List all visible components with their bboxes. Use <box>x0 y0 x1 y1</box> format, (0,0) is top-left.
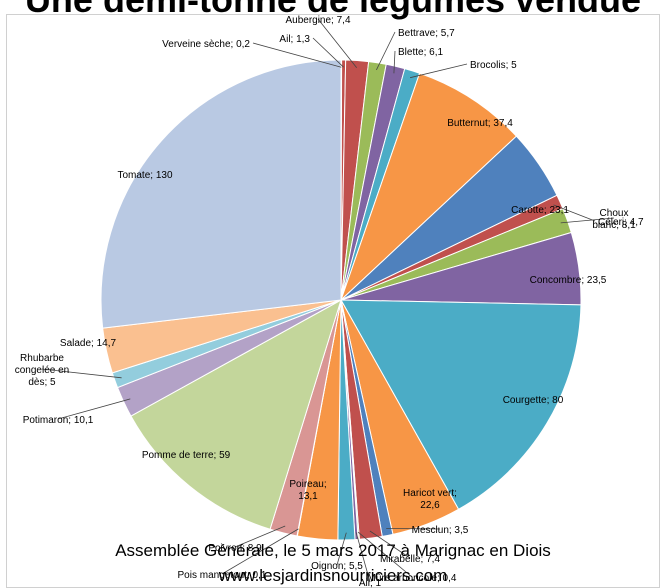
slice-label-0: Verveine sèche; 0,2 <box>162 39 250 50</box>
leader-line-2 <box>317 18 358 68</box>
leader-line-0 <box>252 42 342 68</box>
slice-label-19: Pois mangetout; 0,1 <box>178 570 267 581</box>
pie-slices <box>100 59 582 541</box>
slice-label-22: Potimaron; 10,1 <box>23 415 94 426</box>
slice-label-16: Ail; 1 <box>359 578 382 588</box>
slice-label-6: Butternut; 37,4 <box>447 118 513 129</box>
leader-line-4 <box>393 50 396 74</box>
slice-label-8: Céleri; 4,7 <box>598 217 644 228</box>
slice-label-9: Choux blanc; 8,1 <box>592 208 636 231</box>
slice-label-18: Poireau; 13,1 <box>289 479 326 502</box>
leader-line-13 <box>386 528 441 530</box>
slice-label-4: Blette; 6,1 <box>398 47 443 58</box>
slice-label-20: Poivron; 8,9 <box>208 543 262 554</box>
page-title: Une demi-tonne de légumes vendue <box>0 0 666 20</box>
leader-lines <box>41 18 615 583</box>
slice-label-15: Mûre arboricole; 0,4 <box>368 573 457 584</box>
leader-line-5 <box>410 63 468 79</box>
slice-label-1: Ail; 1,3 <box>279 34 310 45</box>
slice-label-23: Rhubarbe congelée en dès; 5 <box>15 353 70 388</box>
leader-line-20 <box>234 525 286 548</box>
slice-label-25: Tomate; 130 <box>117 170 172 181</box>
leader-line-22 <box>57 398 131 420</box>
leader-line-19 <box>221 528 299 575</box>
leader-line-17 <box>336 532 347 566</box>
leader-line-16 <box>355 532 371 583</box>
leader-line-14 <box>369 530 411 559</box>
slice-label-24: Salade; 14,7 <box>60 338 117 349</box>
slice-label-10: Concombre; 23,5 <box>530 275 607 286</box>
slice-label-21: Pomme de terre; 59 <box>142 450 231 461</box>
slice-label-11: Courgette; 80 <box>503 395 564 406</box>
pie-slice-21 <box>130 298 342 530</box>
slice-label-14: Mirabelle; 7,4 <box>380 554 440 565</box>
slice-labels: Verveine sèche; 0,2 Ail; 1,3 Aubergine; 7,… <box>15 15 644 588</box>
slice-label-17: Oignon; 5,5 <box>311 561 363 572</box>
pie-slice-11 <box>340 299 582 510</box>
leader-line-1 <box>312 37 344 68</box>
leader-line-23 <box>41 368 122 379</box>
footer-event-line: Assemblée Générale, le 5 mars 2017 à Mar… <box>115 541 551 560</box>
leader-line-15 <box>357 531 413 578</box>
slice-label-12: Haricot vert; 22,6 <box>403 488 457 511</box>
footer-website-line: www.lesjardinsnourriciers.com <box>218 566 448 585</box>
leader-line-8 <box>553 204 596 222</box>
slice-label-7: Carotte; 23,1 <box>511 205 569 216</box>
leader-line-3 <box>376 31 396 71</box>
pie-slice-25 <box>100 59 342 329</box>
slice-label-13: Mesclun; 3,5 <box>412 525 469 536</box>
slice-label-2: Aubergine; 7,4 <box>285 15 350 26</box>
slice-label-3: Bettrave; 5,7 <box>398 28 455 39</box>
leader-line-9 <box>560 217 615 224</box>
slice-label-5: Brocolis; 5 <box>470 60 517 71</box>
